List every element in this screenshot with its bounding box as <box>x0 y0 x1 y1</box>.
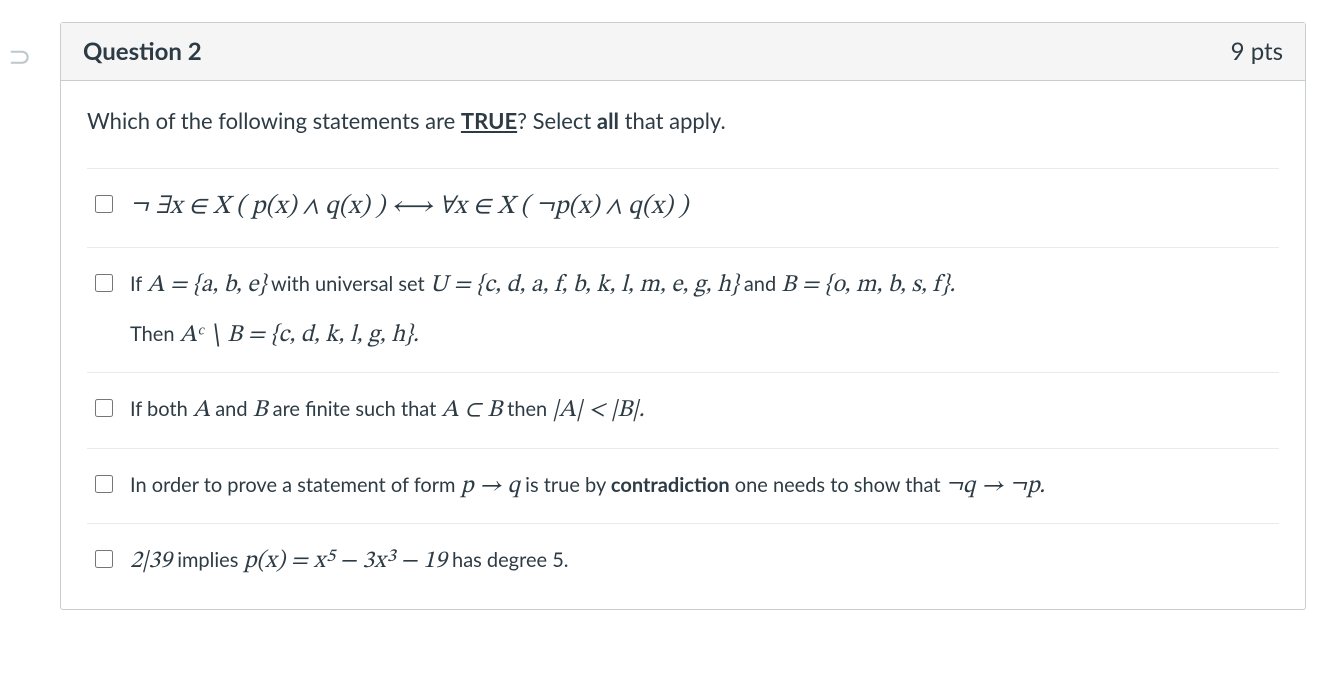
option-1-checkbox[interactable] <box>95 195 113 213</box>
option-2-l1-m2: U = {c, d, a, f, b, k, l, m, e, g, h} <box>430 273 739 297</box>
option-5-mid1: implies <box>177 548 243 572</box>
question-header: Question 2 9 pts <box>61 23 1305 81</box>
option-4-checkbox[interactable] <box>95 475 113 493</box>
option-1-math: ¬ ∃x ∈ X ( p(x) ∧ q(x) ) ⟷ ∀x ∈ X ( ¬p(x… <box>130 194 688 220</box>
question-prompt: Which of the following statements are TR… <box>87 107 1279 134</box>
option-2-l1-m3: B = {o, m, b, s, f}. <box>781 273 955 297</box>
option-4-mid2: one needs to show that <box>735 473 946 497</box>
option-3-content: If both A and B are finite such that A ⊂… <box>130 391 1275 429</box>
option-5-m1: 2|39 <box>130 549 172 573</box>
option-1-content: ¬ ∃x ∈ X ( p(x) ∧ q(x) ) ⟷ ∀x ∈ X ( ¬p(x… <box>130 187 1275 229</box>
option-2-l1-mid: with universal set <box>271 272 430 296</box>
option-3-mid2: are finite such that <box>273 397 442 421</box>
option-1[interactable]: ¬ ∃x ∈ X ( p(x) ∧ q(x) ) ⟷ ∀x ∈ X ( ¬p(x… <box>87 169 1279 248</box>
option-4-m1: p → q <box>461 474 520 498</box>
option-5-content: 2|39 implies p(x) = x⁵ − 3x³ − 19 has de… <box>130 542 1275 580</box>
prompt-tail: that apply. <box>619 107 726 134</box>
option-3-mid1: and <box>215 397 252 421</box>
option-3-checkbox[interactable] <box>95 399 113 417</box>
option-3-mSub: A ⊂ B <box>441 398 502 422</box>
prompt-after-true: ? Select <box>517 107 597 134</box>
option-4-content: In order to prove a statement of form p … <box>130 467 1275 505</box>
option-2-content: If A = {a, b, e} with universal set U = … <box>130 266 1275 355</box>
options-list: ¬ ∃x ∈ X ( p(x) ∧ q(x) ) ⟷ ∀x ∈ X ( ¬p(x… <box>87 168 1279 599</box>
question-points: 9 pts <box>1231 37 1283 66</box>
option-5[interactable]: 2|39 implies p(x) = x⁵ − 3x³ − 19 has de… <box>87 524 1279 598</box>
option-2-l2-m: Aᶜ ∖ B = {c, d, k, l, g, h}. <box>180 323 419 347</box>
option-3-mB: B <box>253 398 268 422</box>
option-5-tail: has degree 5. <box>452 548 568 572</box>
option-3-then: then <box>507 397 552 421</box>
option-4[interactable]: In order to prove a statement of form p … <box>87 449 1279 524</box>
option-4-mid: is true by <box>525 473 611 497</box>
option-2[interactable]: If A = {a, b, e} with universal set U = … <box>87 248 1279 374</box>
option-2-l1-and: and <box>744 272 781 296</box>
option-4-bold: contradiction <box>611 473 730 497</box>
option-3[interactable]: If both A and B are finite such that A ⊂… <box>87 373 1279 448</box>
option-2-l1-m1: A = {a, b, e} <box>147 273 266 297</box>
prompt-true: TRUE <box>461 107 517 134</box>
prompt-lead: Which of the following statements are <box>87 107 461 134</box>
question-body: Which of the following statements are TR… <box>61 81 1305 609</box>
option-3-mA: A <box>193 398 210 422</box>
option-4-pre: In order to prove a statement of form <box>130 473 461 497</box>
option-2-checkbox[interactable] <box>95 274 113 292</box>
option-3-pre: If both <box>130 397 193 421</box>
option-3-mCard: |A| < |B|. <box>552 398 644 422</box>
option-5-checkbox[interactable] <box>95 550 113 568</box>
option-4-m2: ¬q → ¬p. <box>946 474 1045 498</box>
question-title: Question 2 <box>83 37 202 66</box>
question-card: Question 2 9 pts Which of the following … <box>60 22 1306 610</box>
prev-question-indicator: ⊃ <box>8 38 31 73</box>
option-5-m2: p(x) = x⁵ − 3x³ − 19 <box>244 549 447 573</box>
option-2-l1-pre: If <box>130 272 147 296</box>
prompt-all: all <box>597 107 619 134</box>
option-2-l2-pre: Then <box>130 322 180 346</box>
